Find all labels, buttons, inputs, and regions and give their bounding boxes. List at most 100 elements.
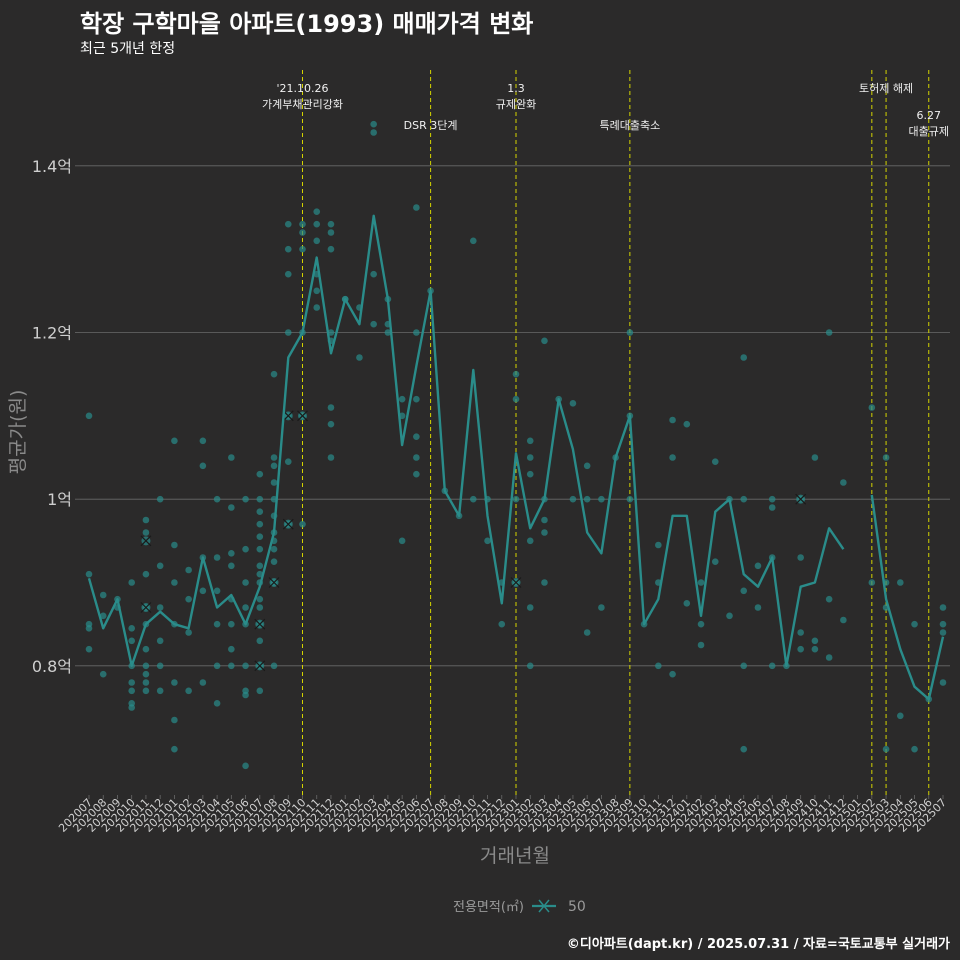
trade-point <box>811 454 819 461</box>
y-axis-title: 평균가(원) <box>7 390 29 475</box>
event-label: 특례대출축소 <box>599 119 660 132</box>
trade-point <box>583 629 591 636</box>
trade-point <box>526 604 534 611</box>
trade-point <box>142 645 150 653</box>
y-tick-label: 1.4억 <box>32 157 72 176</box>
trade-point <box>313 237 321 245</box>
trade-point <box>470 237 477 245</box>
trade-point <box>256 604 264 611</box>
trade-point <box>128 625 135 632</box>
legend-label: 50 <box>568 899 586 915</box>
event-label: 1.3 <box>507 82 525 95</box>
trade-point <box>512 370 520 378</box>
trade-point <box>655 662 662 670</box>
trade-point <box>128 679 135 686</box>
trade-point <box>740 587 748 595</box>
trade-point <box>327 245 335 253</box>
trade-point <box>413 329 420 336</box>
trade-point <box>413 470 420 478</box>
series-line <box>87 214 945 701</box>
trade-point <box>242 662 249 670</box>
trade-point <box>156 637 164 645</box>
trade-point <box>697 620 705 628</box>
legend-title: 전용면적(㎡) <box>453 900 524 915</box>
trade-point <box>541 516 548 524</box>
trade-point <box>213 662 221 670</box>
event-label: DSR 3단계 <box>404 119 458 132</box>
trade-point <box>299 520 306 528</box>
trade-point <box>583 495 591 503</box>
trade-point <box>626 329 634 336</box>
trade-point <box>598 604 605 611</box>
trade-point <box>939 679 947 686</box>
trade-point <box>740 354 748 361</box>
trade-point <box>413 454 420 461</box>
trade-point <box>242 762 249 770</box>
trade-point <box>726 612 733 620</box>
trade-point <box>228 662 235 670</box>
trade-point <box>256 470 264 478</box>
trade-point <box>228 620 235 628</box>
trade-point <box>768 662 776 670</box>
trade-point <box>911 620 918 628</box>
trade-point <box>313 208 321 215</box>
trade-point <box>541 337 548 345</box>
trade-point <box>754 604 762 611</box>
trade-point <box>327 420 335 428</box>
chart-subtitle: 최근 5개년 한정 <box>80 41 176 57</box>
event-label: 대출규제 <box>909 125 949 138</box>
trade-point <box>327 404 335 411</box>
trade-point <box>669 416 676 424</box>
trade-point <box>512 495 520 503</box>
trade-point <box>284 220 292 228</box>
trade-point <box>256 545 264 553</box>
trade-point <box>142 679 150 686</box>
trade-point <box>171 437 178 445</box>
trade-point <box>868 404 876 411</box>
marker-cross <box>510 577 522 588</box>
trade-point <box>939 629 947 636</box>
trade-point <box>85 625 93 632</box>
trade-point <box>313 287 321 295</box>
trade-point <box>327 454 335 461</box>
trade-point <box>270 479 278 486</box>
trade-point <box>370 270 377 278</box>
trade-point <box>740 662 748 670</box>
trade-point <box>512 395 520 403</box>
trade-point <box>199 437 207 445</box>
trade-point <box>655 541 662 549</box>
trade-point <box>299 220 306 228</box>
trade-point <box>398 395 406 403</box>
trade-point <box>526 662 534 670</box>
trade-point <box>327 229 335 236</box>
trade-point <box>142 670 150 678</box>
trade-point <box>185 629 192 636</box>
trade-point <box>299 245 306 253</box>
trade-point <box>128 637 135 645</box>
trade-point <box>171 541 178 549</box>
trade-point <box>213 587 221 595</box>
trade-point <box>740 745 748 753</box>
trade-point <box>669 670 676 678</box>
trade-point <box>370 120 377 128</box>
trade-point <box>142 516 150 524</box>
trade-point <box>270 370 278 378</box>
y-tick-label: 1.2억 <box>32 324 72 343</box>
source-credit: ©디아파트(dapt.kr) / 2025.07.31 / 자료=국토교통부 실… <box>566 937 950 952</box>
trade-point <box>128 704 135 711</box>
trade-point <box>199 679 207 686</box>
trade-point <box>156 687 164 695</box>
trade-point <box>384 329 392 336</box>
trade-point <box>711 458 719 465</box>
trade-point <box>156 562 164 570</box>
marker-cross <box>297 410 308 422</box>
trade-point <box>228 645 235 653</box>
trade-point <box>156 495 164 503</box>
event-label: 규제완화 <box>496 98 536 111</box>
event-label: 가계부채관리강화 <box>262 98 343 111</box>
trade-point <box>797 554 804 561</box>
trade-point <box>754 562 762 570</box>
trade-point <box>939 620 947 628</box>
